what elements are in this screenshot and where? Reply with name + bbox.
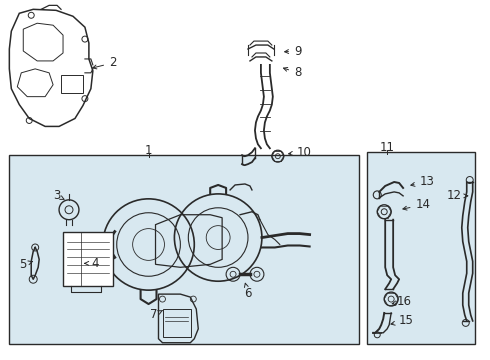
- Bar: [61, 75, 83, 93]
- Text: 6: 6: [244, 283, 252, 300]
- Text: 16: 16: [392, 294, 412, 307]
- Text: 9: 9: [285, 45, 301, 58]
- Bar: [63, 231, 113, 286]
- Text: 13: 13: [411, 175, 435, 189]
- Text: 15: 15: [391, 314, 414, 327]
- Bar: [164, 309, 191, 337]
- Text: 7: 7: [150, 309, 163, 321]
- Text: 10: 10: [289, 146, 311, 159]
- Bar: [368, 152, 475, 344]
- Text: 14: 14: [403, 198, 431, 211]
- Text: 4: 4: [85, 257, 98, 270]
- Text: 5: 5: [20, 258, 32, 271]
- Text: 2: 2: [93, 57, 117, 69]
- Text: 12: 12: [446, 189, 467, 202]
- Text: 11: 11: [380, 141, 394, 154]
- Text: 8: 8: [284, 66, 301, 79]
- Text: 3: 3: [53, 189, 64, 202]
- Bar: [9, 155, 359, 344]
- Text: 1: 1: [145, 144, 152, 157]
